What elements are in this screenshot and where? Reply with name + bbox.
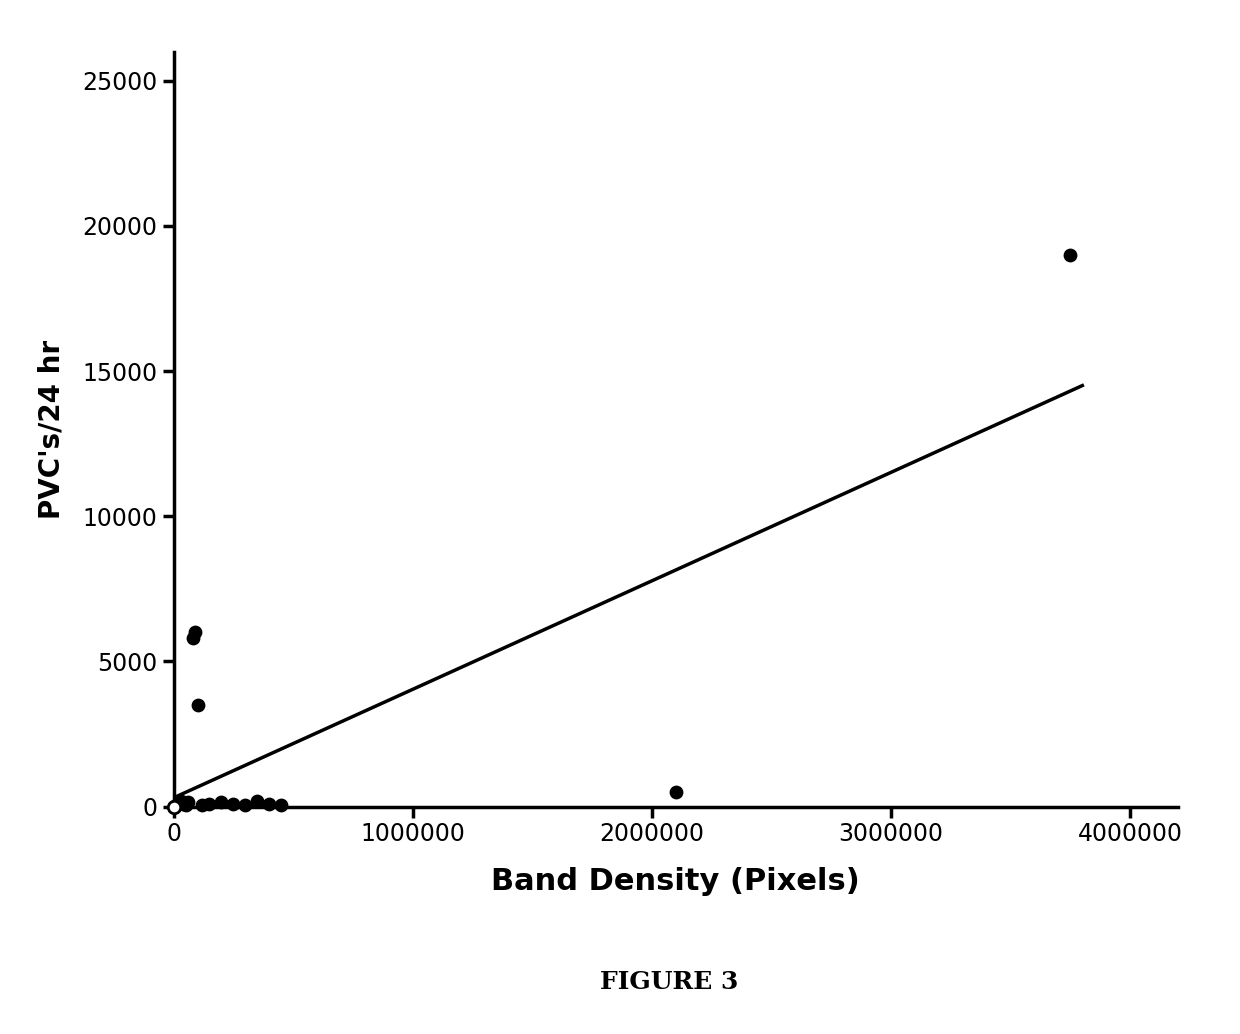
Point — [272, 797, 291, 814]
Text: FIGURE 3: FIGURE 3 — [600, 970, 739, 995]
Point — [1060, 247, 1080, 264]
Point — [200, 795, 219, 812]
Point — [170, 794, 190, 811]
Point — [192, 797, 212, 814]
Point — [166, 797, 186, 814]
Point — [223, 795, 243, 812]
Point — [182, 630, 202, 646]
Point — [187, 697, 207, 713]
Point — [236, 797, 255, 814]
X-axis label: Band Density (Pixels): Band Density (Pixels) — [491, 868, 861, 896]
Point — [164, 798, 184, 815]
Point — [666, 784, 686, 800]
Point — [169, 795, 188, 812]
Point — [212, 794, 232, 811]
Y-axis label: PVC's/24 hr: PVC's/24 hr — [37, 339, 66, 519]
Point — [259, 795, 279, 812]
Point — [174, 795, 193, 812]
Point — [248, 792, 268, 809]
Point — [171, 792, 191, 809]
Point — [179, 794, 198, 811]
Point — [185, 625, 205, 641]
Point — [176, 797, 196, 814]
